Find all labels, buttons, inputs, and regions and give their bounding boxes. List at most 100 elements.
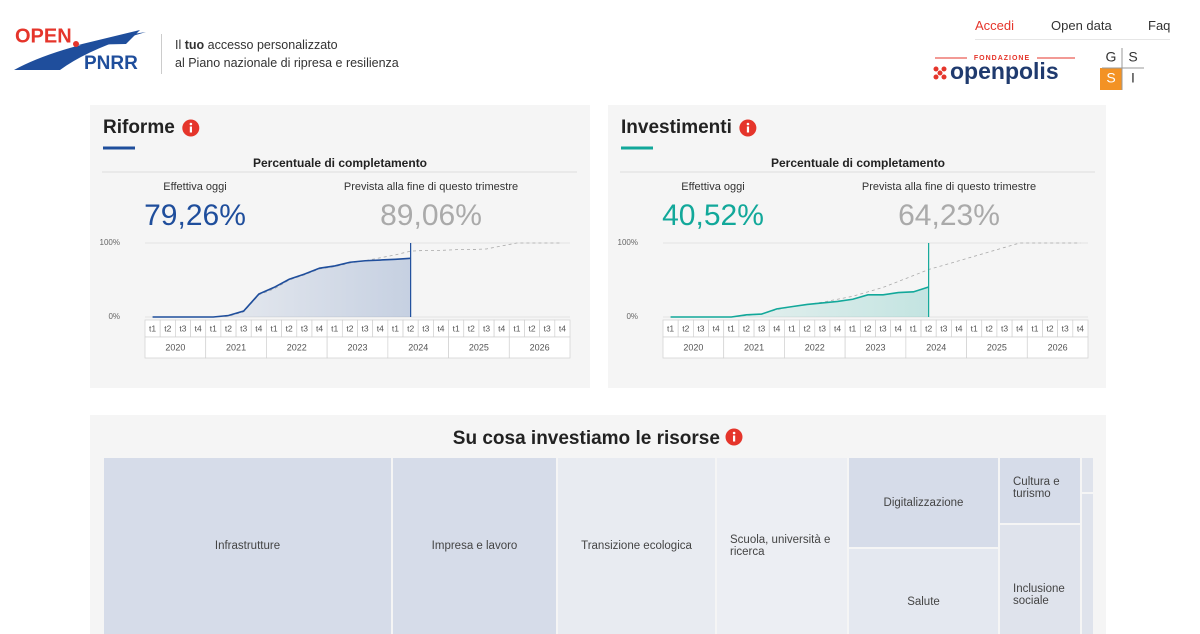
panel-chart: Investimenti Percentuale di completamento… <box>618 117 1095 359</box>
info-icon[interactable] <box>725 428 743 446</box>
x-tick-label: t4 <box>834 323 841 333</box>
stat-label: Effettiva oggi <box>163 181 226 193</box>
x-tick-label: t3 <box>1062 323 1069 333</box>
logo-letter: I <box>1131 70 1135 86</box>
panel: Investimenti Percentuale di completamento… <box>608 105 1106 388</box>
treemap-tile[interactable] <box>1082 494 1093 634</box>
x-tick-label: t1 <box>210 323 217 333</box>
year-label: 2024 <box>408 342 428 352</box>
x-tick-label: t1 <box>1031 323 1038 333</box>
x-tick-label: t1 <box>910 323 917 333</box>
year-label: 2023 <box>347 342 367 352</box>
x-tick-label: t3 <box>301 323 308 333</box>
stat-value: 40,52% <box>662 199 764 232</box>
nav-link[interactable]: Accedi <box>975 18 1015 33</box>
treemap-tile[interactable]: Infrastrutture <box>104 458 391 634</box>
treemap-tile[interactable]: Digitalizzazione <box>849 458 998 547</box>
x-tick-label: t4 <box>773 323 780 333</box>
x-tick-label: t2 <box>1047 323 1054 333</box>
separator <box>161 34 162 74</box>
year-label: 2026 <box>1048 342 1068 352</box>
treemap-panel: Su cosa investiamo le risorse Infrastrut… <box>90 415 1106 634</box>
treemap-tile[interactable]: Cultura e turismo <box>1000 458 1080 523</box>
x-tick-label: t4 <box>559 323 566 333</box>
logo-cell <box>1100 68 1122 90</box>
x-tick-label: t1 <box>788 323 795 333</box>
treemap-tile[interactable]: Inclusione sociale <box>1000 525 1080 634</box>
logo-letter: S <box>1106 70 1115 86</box>
x-tick-label: t1 <box>392 323 399 333</box>
logo[interactable]: OPEN PNRR <box>0 0 160 90</box>
stat-value: 79,26% <box>144 199 246 232</box>
year-label: 2020 <box>165 342 185 352</box>
x-tick-label: t4 <box>255 323 262 333</box>
icon-part <box>189 122 193 126</box>
x-tick-label: t1 <box>149 323 156 333</box>
x-tick-label: t1 <box>513 323 520 333</box>
year-label: 2025 <box>469 342 489 352</box>
x-tick-label: t1 <box>728 323 735 333</box>
x-tick-label: t3 <box>880 323 887 333</box>
x-tick-label: t4 <box>195 323 202 333</box>
logo-dot <box>73 41 79 47</box>
tagline-bold: tuo <box>184 38 205 52</box>
panel-title: Investimenti <box>621 117 732 138</box>
x-tick-label: t3 <box>362 323 369 333</box>
icon-part <box>746 122 750 126</box>
actual-line <box>670 286 929 318</box>
treemap-tile[interactable]: Salute <box>849 549 998 634</box>
x-tick-label: t4 <box>955 323 962 333</box>
stat-label: Prevista alla fine di questo trimestre <box>344 181 518 193</box>
x-tick-label: t3 <box>697 323 704 333</box>
year-label: 2021 <box>226 342 246 352</box>
nav-link[interactable]: Open data <box>1051 18 1112 33</box>
x-tick-label: t2 <box>468 323 475 333</box>
nav-link[interactable]: Faq <box>1148 18 1171 33</box>
treemap-tile[interactable]: Transizione ecologica <box>558 458 715 634</box>
icon-part <box>746 126 750 133</box>
year-label: 2026 <box>530 342 550 352</box>
nav-rule <box>975 39 1170 40</box>
partner-name: openpolis <box>950 58 1059 84</box>
partner-logo[interactable]: FONDAZIONE openpolis <box>925 46 1085 90</box>
year-label: 2023 <box>865 342 885 352</box>
panel-title: Riforme <box>103 117 175 138</box>
info-icon[interactable] <box>739 119 757 137</box>
y-tick-label: 100% <box>618 238 638 247</box>
x-tick-label: t2 <box>407 323 414 333</box>
x-tick-label: t1 <box>270 323 277 333</box>
year-label: 2021 <box>744 342 764 352</box>
partner-icon <box>933 66 947 80</box>
logo-swoosh <box>78 30 140 45</box>
x-tick-label: t4 <box>498 323 505 333</box>
year-label: 2024 <box>926 342 946 352</box>
x-tick-label: t3 <box>483 323 490 333</box>
x-tick-label: t4 <box>437 323 444 333</box>
x-tick-label: t2 <box>286 323 293 333</box>
subtitle: Percentuale di completamento <box>253 156 427 170</box>
y-tick-label: 0% <box>108 312 120 321</box>
stat-value: 64,23% <box>898 199 1000 232</box>
x-tick-label: t2 <box>682 323 689 333</box>
x-tick-label: t1 <box>667 323 674 333</box>
year-label: 2022 <box>287 342 307 352</box>
treemap-tile[interactable]: Impresa e lavoro <box>393 458 556 634</box>
year-cell <box>508 336 571 359</box>
x-tick-label: t3 <box>940 323 947 333</box>
info-icon[interactable] <box>182 119 200 137</box>
treemap-tile[interactable]: Scuola, università e ricerca <box>717 458 847 634</box>
logo-letter: G <box>1106 49 1117 65</box>
treemap-title-text: Su cosa investiamo le risorse <box>452 428 720 449</box>
stat-label: Prevista alla fine di questo trimestre <box>862 181 1036 193</box>
x-tick-label: t3 <box>819 323 826 333</box>
x-tick-label: t2 <box>986 323 993 333</box>
tagline: Il tuo accesso personalizzato al Piano n… <box>175 36 399 72</box>
institute-logo[interactable]: G S S I <box>1100 46 1150 94</box>
x-tick-label: t3 <box>544 323 551 333</box>
x-tick-label: t1 <box>849 323 856 333</box>
treemap-tile[interactable] <box>1082 458 1093 492</box>
x-tick-label: t4 <box>1077 323 1084 333</box>
y-tick-label: 100% <box>100 238 120 247</box>
x-tick-label: t3 <box>179 323 186 333</box>
